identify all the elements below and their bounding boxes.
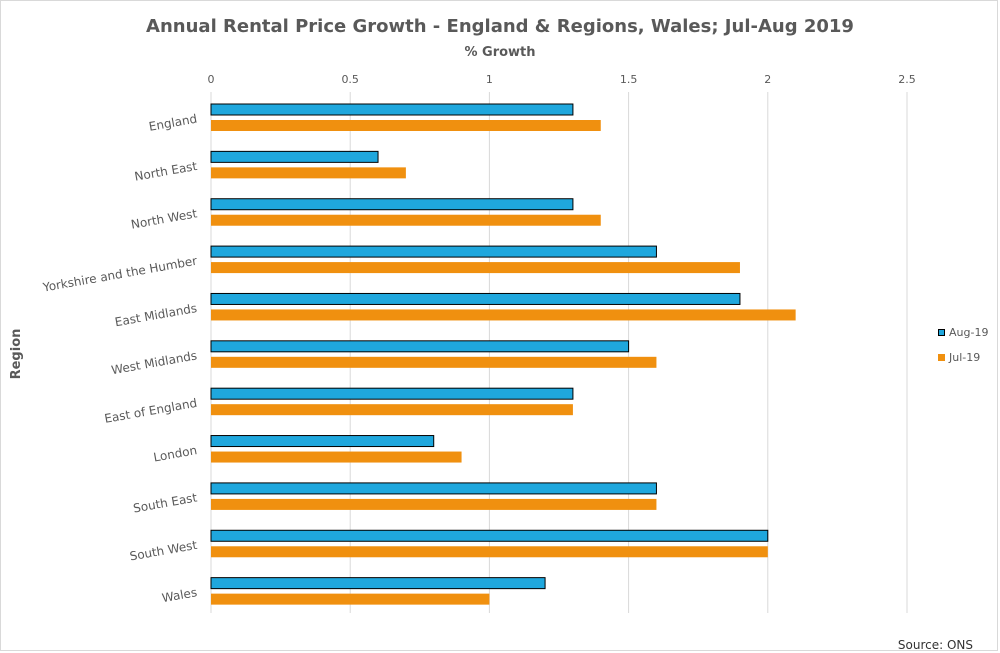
gridlines: [210, 92, 908, 613]
x-tick-label: 1.5: [620, 73, 638, 86]
bar-jul-19: [211, 262, 740, 274]
source-note: Source: ONS: [897, 638, 973, 652]
bar-jul-19: [211, 309, 796, 321]
legend: Aug-19 Jul-19: [938, 326, 988, 376]
category-label: North East: [133, 159, 198, 184]
bar-jul-19: [211, 546, 768, 558]
bar-jul-19: [211, 498, 657, 510]
x-tick-label: 1: [486, 73, 493, 86]
category-label: South East: [132, 490, 198, 515]
legend-swatch-jul: [938, 354, 945, 361]
legend-label-jul: Jul-19: [949, 351, 981, 364]
bar-jul-19: [211, 120, 601, 131]
bar-aug-19: [210, 150, 379, 163]
bars: [210, 103, 796, 605]
x-axis-title: % Growth: [464, 45, 536, 60]
bar-jul-19: [211, 404, 573, 416]
category-label: Wales: [161, 585, 198, 605]
bar-aug-19: [210, 103, 574, 116]
bar-jul-19: [211, 167, 406, 179]
category-label: East of England: [103, 396, 198, 426]
bar-aug-19: [210, 198, 574, 211]
category-labels: England North East North West Yorkshire and…: [41, 112, 198, 606]
x-tick-labels: 0 0.5 1 1.5 2 2.5: [208, 73, 916, 86]
y-axis-title: Region: [9, 329, 24, 380]
bar-aug-19: [210, 577, 546, 590]
bar-jul-19: [211, 451, 462, 463]
x-tick-label: 0: [208, 73, 215, 86]
legend-swatch-aug: [938, 329, 945, 336]
legend-label-aug: Aug-19: [949, 326, 989, 339]
category-label: England: [148, 112, 198, 134]
legend-item-jul: Jul-19: [938, 351, 988, 364]
bar-jul-19: [211, 214, 601, 226]
bar-jul-19: [211, 593, 490, 605]
x-tick-label: 0.5: [341, 73, 359, 86]
bar-aug-19: [210, 529, 769, 542]
x-tick-label: 2.5: [898, 73, 916, 86]
bar-aug-19: [210, 340, 630, 353]
bar-aug-19: [210, 292, 741, 305]
bar-aug-19: [210, 245, 657, 258]
category-label: London: [152, 443, 198, 464]
chart-title: Annual Rental Price Growth - England & R…: [146, 16, 854, 37]
category-label: North West: [130, 206, 199, 231]
x-tick-label: 2: [764, 73, 771, 86]
bar-aug-19: [210, 482, 657, 495]
bar-jul-19: [211, 356, 657, 368]
category-label: Yorkshire and the Humber: [41, 254, 198, 295]
bar-aug-19: [210, 387, 574, 400]
category-label: South West: [129, 538, 199, 564]
category-label: East Midlands: [114, 301, 198, 329]
bar-aug-19: [210, 435, 435, 448]
legend-item-aug: Aug-19: [938, 326, 988, 339]
category-label: West Midlands: [110, 348, 198, 377]
